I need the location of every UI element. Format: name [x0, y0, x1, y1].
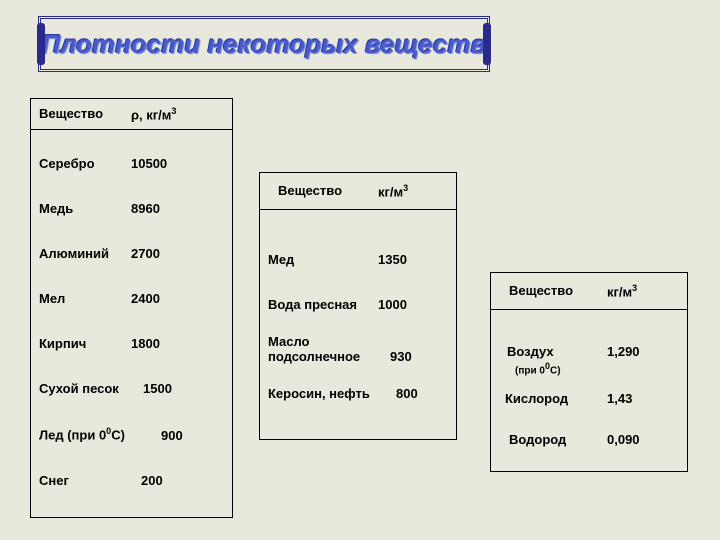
table-row: Кирпич 1800: [31, 336, 232, 351]
header-unit: кг/м3: [378, 183, 448, 199]
table-row: Вода пресная 1000: [260, 297, 456, 312]
table-row: Водород 0,090: [491, 432, 687, 447]
liquids-table: Вещество кг/м3 Мед 1350 Вода пресная 100…: [259, 172, 457, 440]
table-header: Вещество ρ, кг/м3: [31, 99, 232, 130]
table-row: Керосин, нефть 800: [260, 386, 456, 401]
page-title: Плотности некоторых веществ: [42, 29, 487, 60]
gases-table: Вещество кг/м3 Воздух (при 00С) 1,290 Ки…: [490, 272, 688, 472]
header-unit: ρ, кг/м3: [131, 106, 224, 122]
table-row: Мед 1350: [260, 252, 456, 267]
table-row: Мел 2400: [31, 291, 232, 306]
table-row: Лед (при 00С) 900: [31, 426, 232, 442]
table-row: Медь 8960: [31, 201, 232, 216]
table-row: Снег 200: [31, 473, 232, 488]
table-row: Масло подсолнечное 930: [260, 334, 456, 364]
header-unit: кг/м3: [607, 283, 679, 299]
table-row: Серебро 10500: [31, 156, 232, 171]
table-header: Вещество кг/м3: [491, 273, 687, 310]
header-substance: Вещество: [39, 106, 131, 122]
title-banner: Плотности некоторых веществ: [38, 16, 490, 72]
table-row: Кислород 1,43: [491, 391, 687, 406]
header-substance: Вещество: [499, 283, 607, 299]
table-row: Воздух (при 00С) 1,290: [491, 344, 687, 376]
table-header: Вещество кг/м3: [260, 173, 456, 210]
table-row: Сухой песок 1500: [31, 381, 232, 396]
header-substance: Вещество: [268, 183, 378, 199]
solids-table: Вещество ρ, кг/м3 Серебро 10500 Медь 896…: [30, 98, 233, 518]
table-row: Алюминий 2700: [31, 246, 232, 261]
